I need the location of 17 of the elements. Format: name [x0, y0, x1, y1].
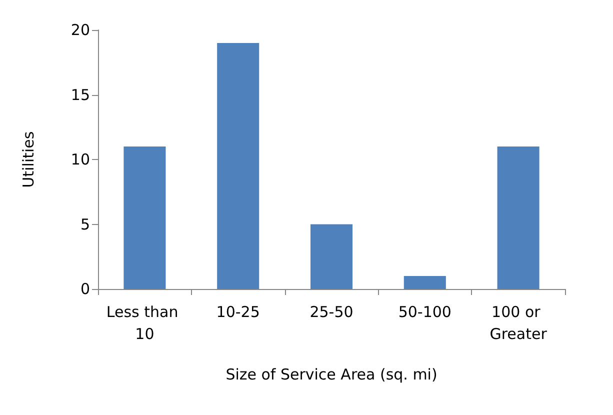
y-tick-label: 0: [80, 280, 90, 298]
y-tick-label: 10: [70, 150, 90, 168]
x-tick-label: 10-25: [216, 303, 260, 321]
x-tick-label: 50-100: [398, 303, 452, 321]
x-axis-title: Size of Service Area (sq. mi): [226, 366, 438, 384]
bar: [124, 146, 166, 289]
bar: [310, 224, 353, 289]
bar: [497, 146, 540, 289]
y-tick-label: 20: [70, 21, 90, 39]
bar: [404, 276, 446, 289]
y-tick-label: 15: [70, 86, 90, 104]
y-axis-title: Utilities: [20, 131, 38, 188]
x-tick-label: 100 or Greater: [490, 303, 548, 343]
x-tick-label: Less than 10: [106, 303, 183, 343]
bar: [217, 42, 260, 289]
x-tick-label: 25-50: [310, 303, 354, 321]
y-tick-label: 5: [80, 215, 90, 234]
